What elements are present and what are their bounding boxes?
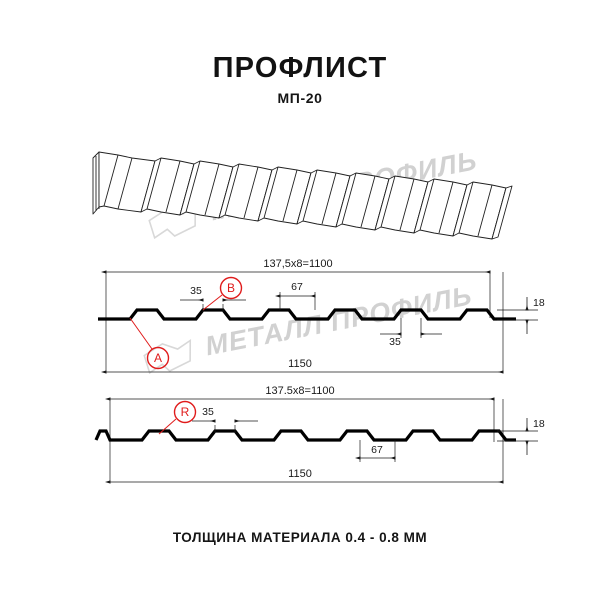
watermark-logo-icon: [143, 338, 192, 375]
iso-wave-group: [98, 151, 513, 240]
callout-b: B: [202, 276, 243, 311]
watermark-lower-text: МЕТАЛЛ ПРОФИЛЬ: [203, 280, 475, 361]
callout-r-label: R: [181, 405, 190, 419]
callout-r-circle: [173, 400, 197, 424]
profile-outline-bottom: [94, 429, 516, 442]
callout-b-circle: [219, 276, 243, 300]
dimension-35-bottom-label: 35: [202, 406, 214, 418]
dimension-height-bottom-label: 18: [533, 418, 545, 430]
isometric-profile-view: [92, 151, 513, 240]
section-view-bottom: 137.5x8=1100 35 67 18: [94, 385, 545, 484]
dimension-overall-top-label: 1150: [288, 358, 312, 370]
callout-a: A: [129, 317, 170, 370]
dimension-35-bottom-top-view: 35: [380, 318, 442, 348]
material-thickness-note: ТОЛЩИНА МАТЕРИАЛА 0.4 - 0.8 ММ: [172, 530, 428, 545]
section-view-top: 137,5x8=1100 35 67 35: [98, 258, 545, 374]
dimension-height-top-label: 18: [533, 297, 545, 309]
dimension-35-top: 35: [180, 285, 246, 312]
extension-lines-bottom: [109, 399, 504, 482]
callout-r: R: [158, 400, 197, 435]
page-title: ПРОФЛИСТ: [212, 52, 388, 84]
dimension-67-bottom-label: 67: [371, 444, 383, 456]
dimension-module-bottom-label: 137.5x8=1100: [265, 385, 334, 397]
dimension-overall-bottom-label: 1150: [288, 468, 312, 480]
dimension-35-top-label: 35: [190, 285, 202, 297]
dimension-67-top: 67: [274, 281, 316, 310]
dimension-module-bottom: 137.5x8=1100: [104, 385, 495, 401]
dimension-module-top-label: 137,5x8=1100: [263, 258, 332, 270]
dimension-module-top: 137,5x8=1100: [100, 258, 491, 274]
dimension-67-bottom: 67: [354, 440, 396, 462]
dimension-overall-top: 1150: [100, 358, 504, 374]
dimension-height-top: 18: [497, 297, 545, 334]
page-subtitle-model: МП-20: [277, 90, 323, 106]
dimension-overall-bottom: 1150: [104, 468, 504, 484]
callout-b-label: B: [227, 281, 235, 295]
profile-outline-top: [98, 308, 516, 321]
callout-a-label: A: [154, 351, 162, 365]
callout-a-circle: [146, 346, 170, 370]
dimension-35-bottom: 35: [192, 406, 258, 433]
dimension-67-top-label: 67: [291, 281, 303, 293]
dimension-35-bottom-top-view-label: 35: [389, 336, 401, 348]
dimension-height-bottom: 18: [497, 418, 545, 455]
